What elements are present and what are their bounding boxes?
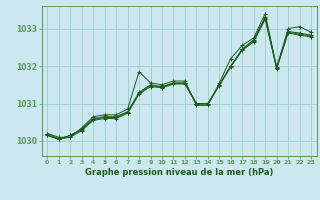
X-axis label: Graphe pression niveau de la mer (hPa): Graphe pression niveau de la mer (hPa): [85, 168, 273, 177]
